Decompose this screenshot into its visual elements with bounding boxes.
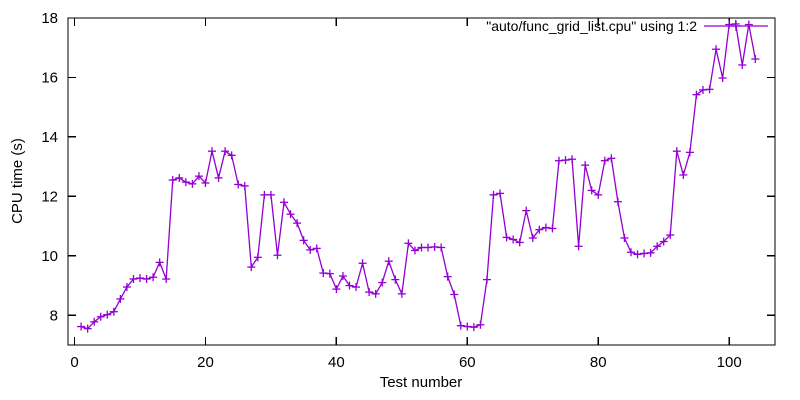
x-tick-label: 60 (459, 354, 476, 371)
x-tick-label: 100 (717, 354, 742, 371)
x-tick-label: 20 (197, 354, 214, 371)
y-tick-label: 12 (41, 188, 58, 205)
x-tick-label: 0 (70, 354, 78, 371)
x-axis-title: Test number (380, 374, 463, 391)
y-axis-title: CPU time (s) (9, 138, 26, 224)
plot-border (67, 17, 776, 346)
y-tick-label: 18 (41, 10, 58, 27)
legend-entry-label: "auto/func_grid_list.cpu" using 1:2 (486, 18, 697, 34)
y-tick-label: 10 (41, 248, 58, 265)
x-tick-label: 40 (328, 354, 345, 371)
series-markers (77, 19, 760, 333)
y-tick-label: 14 (41, 129, 58, 146)
y-tick-label: 8 (50, 307, 58, 324)
y-tick-label: 16 (41, 69, 58, 86)
legend-marker-sample (731, 21, 741, 31)
plot-frame (67, 17, 776, 346)
x-axis-ticks: 0 20 40 60 80 100 (70, 18, 742, 371)
y-axis-ticks: 8 10 12 14 16 18 (41, 10, 775, 324)
data-series-group (77, 19, 760, 333)
series-polyline (80, 23, 756, 330)
legend: "auto/func_grid_list.cpu" using 1:2 (486, 18, 768, 34)
x-tick-label: 80 (590, 354, 607, 371)
